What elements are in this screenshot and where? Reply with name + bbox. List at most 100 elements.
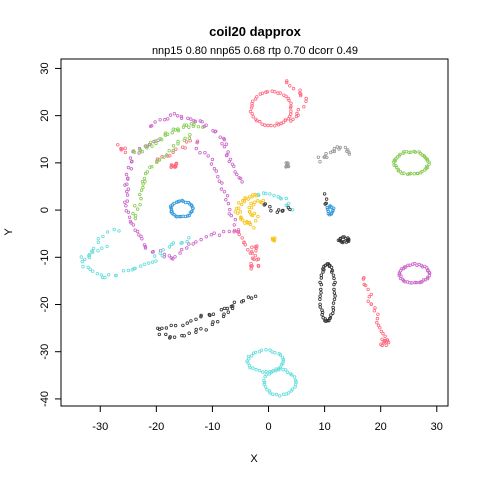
data-point (204, 123, 208, 127)
data-point (369, 302, 373, 306)
data-point (161, 248, 165, 252)
data-point (106, 273, 111, 277)
data-point (194, 327, 198, 332)
data-point (164, 153, 169, 157)
x-tick-label: 10 (318, 421, 330, 433)
x-tick-label: -20 (148, 421, 164, 433)
data-point (269, 123, 273, 128)
data-point (289, 119, 293, 123)
data-point (143, 246, 148, 250)
data-point (228, 207, 232, 212)
data-point (162, 117, 167, 122)
data-point (105, 230, 110, 234)
data-point (251, 115, 255, 119)
data-point (276, 91, 280, 95)
data-point (401, 151, 405, 155)
data-point (283, 118, 287, 122)
data-point (131, 149, 136, 153)
data-point (201, 125, 205, 129)
chart-title: coil20 dapprox (209, 24, 302, 39)
data-point (250, 251, 254, 255)
data-point (185, 239, 189, 244)
data-point (255, 199, 260, 203)
data-point (281, 120, 286, 124)
data-point (277, 352, 281, 356)
data-point (246, 295, 251, 299)
data-point (372, 309, 376, 313)
data-point (409, 171, 413, 176)
data-point (373, 306, 377, 310)
data-point (304, 96, 308, 101)
data-point (225, 306, 229, 311)
data-point (169, 323, 173, 328)
data-point (408, 281, 412, 285)
data-point (248, 109, 253, 114)
data-point (183, 136, 187, 140)
data-point (302, 104, 306, 109)
data-point (179, 114, 184, 119)
data-point (133, 228, 137, 232)
data-point (204, 235, 208, 239)
data-point (427, 273, 431, 278)
data-point (126, 268, 131, 273)
data-point (215, 320, 220, 324)
data-point (193, 119, 197, 124)
data-point (298, 88, 302, 92)
data-point (246, 197, 251, 201)
data-point (261, 370, 265, 374)
data-point (235, 172, 239, 177)
data-point (266, 123, 270, 128)
data-point (257, 350, 262, 354)
data-point (187, 331, 191, 335)
data-point (287, 201, 291, 205)
data-point (249, 267, 253, 271)
data-point (346, 239, 351, 243)
data-point (251, 351, 256, 355)
data-point (198, 150, 202, 155)
data-point (139, 196, 143, 201)
data-point (272, 193, 276, 198)
data-point (425, 164, 429, 168)
data-point (171, 148, 175, 153)
data-point (120, 147, 124, 151)
data-point (412, 149, 416, 154)
data-point (369, 292, 373, 297)
data-point (323, 154, 327, 159)
data-point (256, 264, 261, 268)
data-point (267, 372, 272, 376)
data-point (175, 114, 180, 118)
data-point (157, 158, 162, 162)
data-point (131, 223, 136, 227)
data-point (176, 128, 181, 133)
data-point (427, 162, 431, 166)
data-point (87, 255, 92, 260)
data-point (159, 137, 164, 142)
data-point (281, 361, 285, 366)
data-point (170, 257, 175, 261)
data-point (296, 107, 300, 112)
data-point (250, 245, 254, 249)
data-point (176, 139, 180, 144)
data-point (243, 243, 247, 247)
data-point (324, 151, 328, 156)
data-point (199, 327, 203, 331)
data-point (90, 269, 95, 273)
data-point (331, 305, 335, 310)
data-point (224, 142, 229, 146)
data-point (263, 385, 268, 389)
data-point (262, 203, 266, 207)
data-point (420, 169, 424, 174)
data-point (274, 369, 278, 373)
plot-frame (60, 58, 449, 407)
data-point (143, 244, 148, 249)
data-point (382, 341, 386, 345)
data-point (275, 121, 279, 125)
x-tick-label: -30 (92, 421, 108, 433)
data-point (270, 89, 274, 93)
data-point (125, 193, 130, 197)
data-point (261, 198, 265, 203)
data-point (204, 328, 208, 332)
data-point (258, 119, 262, 124)
data-point (426, 276, 430, 281)
data-point (321, 270, 325, 274)
